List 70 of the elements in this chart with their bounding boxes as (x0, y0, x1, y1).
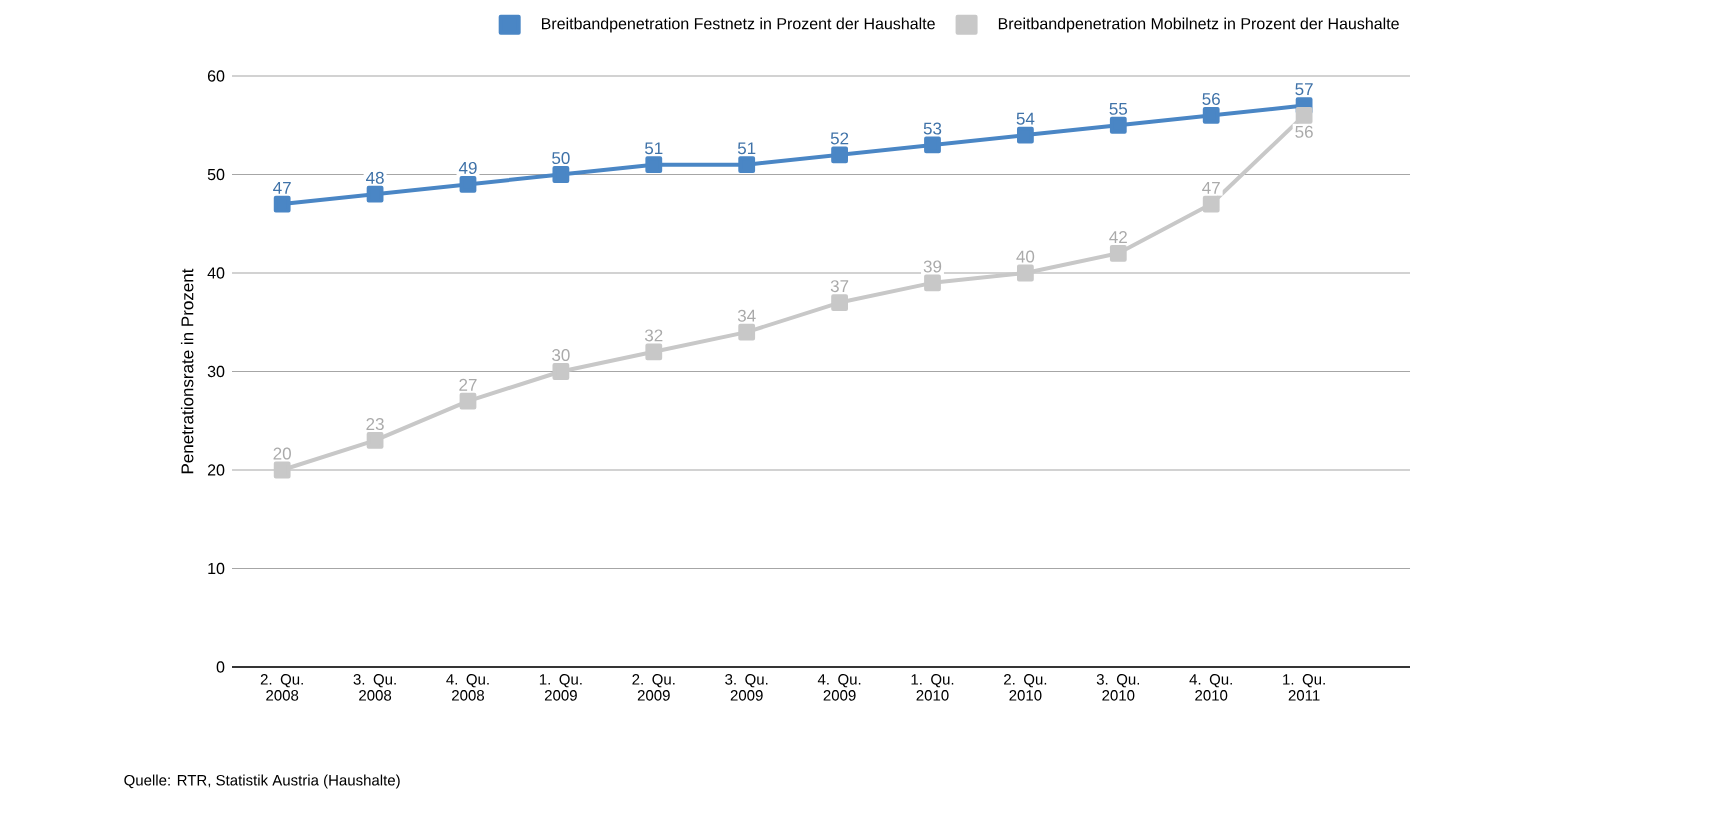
data-label: 56 (1295, 125, 1313, 138)
x-tick-label: 4. Qu. 2010 (1189, 674, 1232, 701)
data-label: 23 (366, 418, 384, 431)
data-label: 47 (273, 181, 291, 194)
data-label: 30 (552, 349, 570, 362)
data-label: 49 (458, 161, 477, 174)
legend-label: Breitbandpenetration Mobilnetz in Prozent der Haushalte (998, 17, 1399, 33)
data-label: 53 (923, 122, 942, 135)
data-label: 37 (830, 280, 849, 293)
point (459, 392, 477, 410)
point (552, 363, 570, 380)
x-tick-label: 3. Qu. 2010 (1096, 674, 1140, 701)
point (273, 461, 291, 479)
y-tick-label: 10 (208, 562, 225, 575)
y-tick-label: 40 (207, 267, 225, 279)
point (1017, 264, 1034, 282)
x-tick-label: 4. Qu. 2008 (446, 674, 489, 701)
data-label: 32 (644, 329, 663, 342)
y-tick-label: 60 (207, 70, 225, 82)
point (273, 195, 291, 213)
point (831, 146, 848, 164)
y-axis-title: Penetrationsrate in Prozent (180, 268, 194, 474)
point (924, 274, 941, 292)
data-label: 51 (645, 142, 663, 155)
x-tick-label: 3. Qu. 2008 (353, 674, 396, 701)
y-tick-label: 50 (207, 168, 225, 181)
x-tick-label: 1. Qu. 2011 (1283, 674, 1325, 701)
x-tick-label: 2. Qu. 2010 (1004, 674, 1047, 701)
point (1202, 195, 1220, 213)
point (552, 166, 570, 183)
y-tick-label: 0 (216, 661, 225, 673)
data-label: 47 (1202, 181, 1220, 194)
point (738, 323, 756, 341)
point (1017, 126, 1034, 144)
data-label: 39 (923, 260, 942, 273)
x-tick-label: 3. Qu. 2009 (725, 674, 768, 701)
y-tick-label: 20 (207, 464, 225, 476)
x-tick-label: 1. Qu. 2009 (539, 674, 582, 701)
point (459, 175, 477, 193)
point (738, 156, 756, 174)
data-label: 56 (1202, 92, 1220, 105)
data-label: 54 (1016, 112, 1035, 125)
point (1109, 116, 1127, 134)
point (1295, 107, 1313, 124)
point (645, 343, 663, 361)
x-tick-label: 4. Qu. 2009 (817, 674, 861, 701)
point (1202, 107, 1220, 124)
data-label: 20 (273, 447, 291, 460)
point (645, 156, 663, 174)
data-label: 55 (1109, 102, 1128, 115)
point (366, 185, 384, 203)
data-label: 48 (366, 171, 384, 184)
data-label: 42 (1109, 231, 1127, 243)
x-tick-label: 2. Qu. 2009 (632, 674, 675, 701)
data-label: 57 (1295, 83, 1313, 96)
point (924, 136, 941, 154)
source-note: Quelle: RTR, Statistik Austria (Haushalte) (124, 774, 400, 789)
data-label: 50 (552, 152, 570, 165)
legend-label: Breitbandpenetration Festnetz in Prozent der Haushalte (542, 17, 935, 33)
data-label: 34 (737, 309, 756, 322)
data-label: 52 (830, 132, 849, 145)
x-tick-label: 2. Qu. 2008 (260, 674, 303, 701)
y-tick-label: 30 (207, 365, 225, 378)
point (366, 432, 384, 449)
point (831, 294, 848, 311)
data-label: 40 (1016, 250, 1035, 263)
data-label: 27 (459, 378, 477, 391)
x-tick-label: 1. Qu. 2010 (911, 674, 954, 701)
point (1109, 244, 1127, 262)
data-label: 51 (737, 142, 756, 155)
